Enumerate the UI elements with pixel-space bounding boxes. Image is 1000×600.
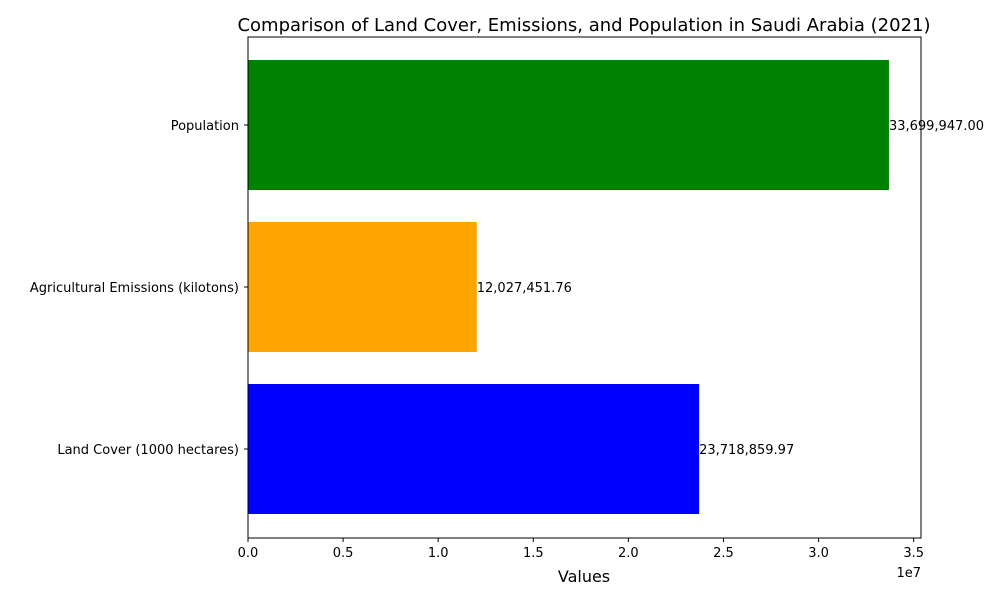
y-tick-label-0: Land Cover (1000 hectares) (57, 443, 239, 458)
x-tick-label-7: 3.5 (903, 546, 924, 561)
bar-value-label-1: 12,027,451.76 (477, 281, 572, 296)
bar-value-label-0: 23,718,859.97 (699, 443, 794, 458)
y-axis-ticks: Land Cover (1000 hectares) Agricultural E… (30, 119, 248, 458)
plot-frame (247, 36, 922, 539)
bar-value-label-2: 33,699,947.00 (889, 119, 984, 134)
bar-1 (248, 222, 477, 352)
chart-title: Comparison of Land Cover, Emissions, and… (237, 15, 930, 36)
x-tick-label-5: 2.5 (713, 546, 734, 561)
y-tick-label-2: Population (171, 119, 239, 134)
x-axis-label: Values (558, 567, 610, 586)
x-tick-label-1: 0.5 (333, 546, 354, 561)
bar-0 (248, 384, 700, 514)
x-tick-label-4: 2.0 (618, 546, 639, 561)
x-tick-label-3: 1.5 (523, 546, 544, 561)
bar-2 (248, 60, 889, 190)
x-tick-label-6: 3.0 (808, 546, 829, 561)
y-tick-label-1: Agricultural Emissions (kilotons) (30, 281, 239, 296)
x-tick-label-0: 0.0 (238, 546, 259, 561)
x-scale-label: 1e7 (896, 566, 921, 581)
x-tick-label-2: 1.0 (428, 546, 449, 561)
x-axis-ticks: 0.0 0.5 1.0 1.5 2.0 2.5 3.0 3.5 (238, 538, 924, 561)
bars-group: 23,718,859.97 12,027,451.76 33,699,947.00 (248, 60, 984, 514)
